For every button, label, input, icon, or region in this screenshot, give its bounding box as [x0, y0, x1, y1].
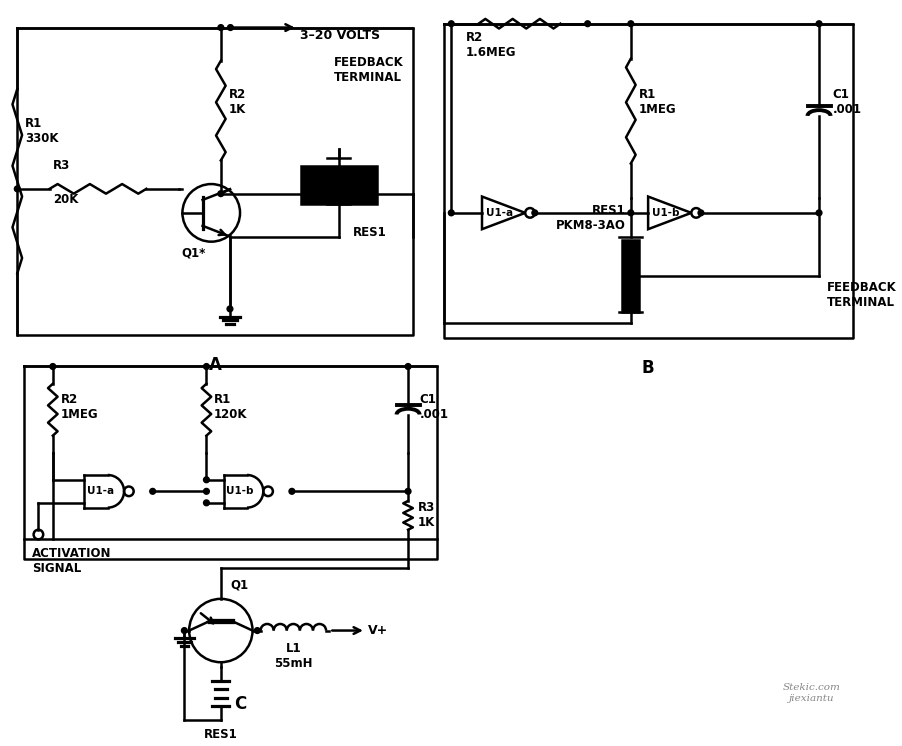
Circle shape	[254, 627, 260, 633]
Circle shape	[584, 21, 591, 27]
Circle shape	[448, 210, 455, 216]
Circle shape	[816, 210, 822, 216]
Text: L1
55mH: L1 55mH	[274, 642, 313, 670]
Text: U1-b: U1-b	[651, 208, 679, 218]
Text: ACTIVATION
SIGNAL: ACTIVATION SIGNAL	[32, 547, 111, 575]
Text: B: B	[642, 359, 655, 377]
Circle shape	[227, 25, 234, 31]
Circle shape	[218, 25, 224, 31]
Circle shape	[218, 191, 224, 196]
Text: U1-a: U1-a	[87, 486, 115, 496]
Circle shape	[14, 186, 20, 192]
Circle shape	[532, 210, 538, 216]
Text: A: A	[208, 356, 222, 374]
Circle shape	[405, 489, 411, 494]
Text: Q1*: Q1*	[182, 246, 207, 260]
Text: Stekic.com
jiexiantu: Stekic.com jiexiantu	[782, 683, 841, 703]
Text: RES1: RES1	[354, 225, 387, 239]
Text: R2
1K: R2 1K	[228, 89, 245, 116]
Text: FEEDBACK
TERMINAL: FEEDBACK TERMINAL	[827, 280, 897, 309]
Text: 3–20 VOLTS: 3–20 VOLTS	[299, 30, 380, 43]
Text: C1
.001: C1 .001	[833, 89, 861, 116]
Circle shape	[289, 489, 295, 494]
Circle shape	[698, 210, 704, 216]
Text: R3
1K: R3 1K	[418, 501, 435, 530]
Circle shape	[204, 363, 209, 369]
Circle shape	[405, 363, 411, 369]
Circle shape	[227, 306, 233, 312]
Circle shape	[628, 210, 634, 216]
Text: R2
1.6MEG: R2 1.6MEG	[465, 31, 516, 60]
Bar	[300, 166, 377, 204]
Text: R1
330K: R1 330K	[25, 117, 59, 145]
Circle shape	[204, 500, 209, 506]
Circle shape	[204, 477, 209, 483]
Text: C: C	[234, 695, 246, 713]
Text: 20K: 20K	[53, 192, 78, 206]
Circle shape	[181, 627, 188, 633]
Circle shape	[816, 21, 822, 27]
Circle shape	[150, 489, 155, 494]
Text: RES1: RES1	[204, 727, 238, 741]
Circle shape	[448, 21, 455, 27]
Circle shape	[204, 489, 209, 494]
Circle shape	[50, 363, 56, 369]
Text: R3: R3	[53, 159, 70, 172]
Text: RES1
PKM8-3AO: RES1 PKM8-3AO	[557, 204, 626, 232]
Text: R1
1MEG: R1 1MEG	[639, 89, 676, 116]
Text: V+: V+	[368, 624, 388, 637]
Circle shape	[628, 21, 634, 27]
Text: R2
1MEG: R2 1MEG	[60, 393, 98, 421]
Text: U1-b: U1-b	[226, 486, 253, 496]
Bar	[622, 239, 640, 312]
Text: R1
120K: R1 120K	[214, 393, 248, 421]
Text: Q1: Q1	[230, 578, 249, 591]
Text: FEEDBACK
TERMINAL: FEEDBACK TERMINAL	[334, 57, 404, 84]
Text: U1-a: U1-a	[485, 208, 513, 218]
Text: C1
.001: C1 .001	[419, 393, 448, 421]
